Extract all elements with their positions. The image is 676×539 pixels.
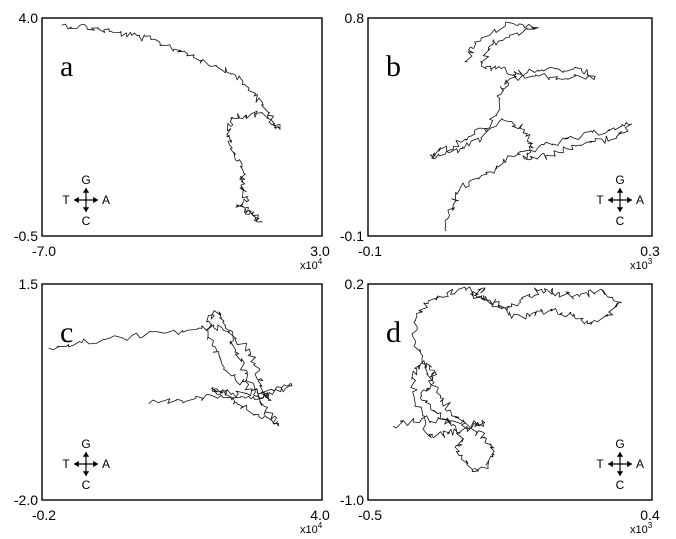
x-axis-multiplier: x104 (300, 257, 323, 272)
compass-label-down: C (82, 214, 91, 228)
compass-label-down: C (616, 478, 625, 492)
compass-label-left: T (596, 457, 604, 471)
walk-trajectory-line (392, 286, 622, 473)
arrowhead-down (616, 471, 624, 476)
y-tick-label-min: -0.1 (340, 228, 364, 244)
multiplier-exponent: 3 (648, 257, 653, 266)
compass-label-right: A (636, 193, 644, 207)
plot-frame (41, 17, 323, 237)
compass-label-right: A (102, 457, 110, 471)
compass-label-up: G (615, 173, 624, 187)
plot-frame (41, 283, 323, 501)
x-tick-label-min: -7.0 (32, 243, 56, 259)
panel-label: b (386, 50, 401, 83)
arrowhead-down (616, 207, 624, 212)
y-tick-label-min: -2.0 (14, 492, 38, 508)
arrowhead-down (82, 207, 90, 212)
walk-trajectory-line (61, 23, 281, 223)
x-axis-multiplier: x103 (630, 521, 653, 536)
compass-icon: G CT A (596, 437, 644, 492)
y-tick-label-max: 1.5 (19, 276, 39, 292)
x-tick-label-max: 3.0 (310, 243, 330, 259)
arrowhead-down (82, 471, 90, 476)
x-tick-label-max: 0.3 (640, 243, 660, 259)
arrowhead-up (82, 452, 90, 457)
arrowhead-left (74, 460, 79, 468)
arrowhead-right (627, 196, 632, 204)
multiplier-exponent: 4 (318, 521, 323, 530)
x-tick-label-max: 0.4 (640, 507, 660, 523)
arrowhead-left (74, 196, 79, 204)
panel-label: a (60, 50, 73, 83)
panel-label: c (60, 316, 73, 349)
arrowhead-right (93, 196, 98, 204)
arrowhead-left (608, 196, 613, 204)
x-tick-label-min: -0.2 (32, 507, 56, 523)
y-tick-label-min: -1.0 (340, 492, 364, 508)
x-tick-label-min: -0.5 (358, 507, 382, 523)
compass-label-down: C (616, 214, 625, 228)
compass-label-right: A (102, 193, 110, 207)
arrowhead-left (608, 460, 613, 468)
compass-label-up: G (81, 437, 90, 451)
compass-icon: G CT A (596, 173, 644, 228)
arrowhead-right (627, 460, 632, 468)
compass-label-up: G (615, 437, 624, 451)
arrowhead-up (616, 452, 624, 457)
x-tick-label-max: 4.0 (310, 507, 330, 523)
compass-icon: G CT A (62, 173, 110, 228)
multiplier-exponent: 3 (648, 521, 653, 530)
x-axis-multiplier: x104 (300, 521, 323, 536)
compass-label-left: T (62, 457, 70, 471)
compass-label-up: G (81, 173, 90, 187)
walk-trajectory-line (429, 21, 632, 232)
arrowhead-right (93, 460, 98, 468)
y-tick-label-max: 4.0 (19, 10, 39, 26)
plot-frame (367, 17, 653, 237)
panel-label: d (386, 316, 401, 349)
x-tick-label-min: -0.1 (358, 243, 382, 259)
compass-label-left: T (596, 193, 604, 207)
y-tick-label-max: 0.8 (345, 10, 365, 26)
compass-icon: G CT A (62, 437, 110, 492)
walk-trajectory-line (48, 310, 293, 427)
compass-label-right: A (636, 457, 644, 471)
y-tick-label-min: -0.5 (14, 228, 38, 244)
arrowhead-up (616, 188, 624, 193)
multiplier-exponent: 4 (318, 257, 323, 266)
y-tick-label-max: 0.2 (345, 276, 365, 292)
compass-label-left: T (62, 193, 70, 207)
x-axis-multiplier: x103 (630, 257, 653, 272)
compass-label-down: C (82, 478, 91, 492)
arrowhead-up (82, 188, 90, 193)
plot-frame (367, 283, 653, 501)
